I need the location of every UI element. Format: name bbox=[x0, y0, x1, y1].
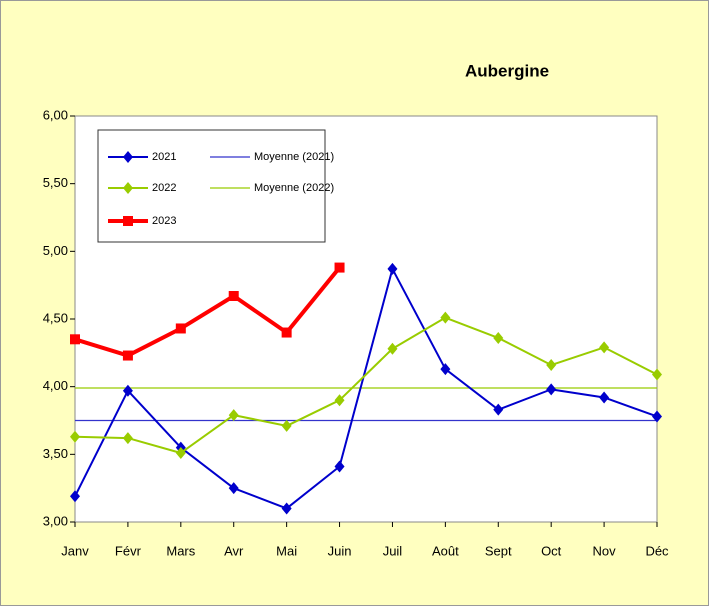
x-tick-label: Mars bbox=[166, 543, 195, 558]
data-point bbox=[228, 290, 239, 301]
data-point bbox=[122, 350, 133, 361]
data-point bbox=[334, 262, 345, 273]
data-point bbox=[440, 363, 451, 376]
data-point bbox=[546, 359, 557, 372]
data-point bbox=[281, 502, 292, 515]
legend-label: 2022 bbox=[152, 182, 176, 194]
data-point bbox=[493, 403, 504, 416]
data-point bbox=[599, 391, 610, 404]
x-tick-label: Nov bbox=[593, 543, 617, 558]
data-point bbox=[387, 262, 398, 275]
data-point bbox=[281, 327, 292, 338]
legend-label: Moyenne (2021) bbox=[254, 151, 334, 163]
series-line bbox=[74, 266, 342, 358]
legend-box bbox=[97, 129, 326, 243]
x-tick-label: Févr bbox=[115, 543, 142, 558]
data-point bbox=[652, 410, 662, 423]
data-point bbox=[599, 341, 610, 354]
y-tick-label: 4,50 bbox=[43, 310, 68, 325]
y-tick-label: 5,50 bbox=[43, 175, 68, 190]
legend-marker bbox=[123, 182, 133, 194]
legend-label: 2023 bbox=[152, 215, 176, 227]
series-line bbox=[74, 316, 658, 454]
data-point bbox=[228, 409, 239, 422]
y-tick-label: 4,00 bbox=[43, 378, 68, 393]
data-point bbox=[70, 490, 80, 503]
x-tick-label: Déc bbox=[645, 543, 669, 558]
y-tick-label: 3,50 bbox=[43, 446, 68, 461]
x-tick-label: Sept bbox=[485, 543, 512, 558]
data-point bbox=[493, 331, 504, 344]
data-point bbox=[175, 446, 186, 459]
x-tick-label: Août bbox=[432, 543, 459, 558]
x-tick-label: Juin bbox=[328, 543, 352, 558]
data-point bbox=[334, 394, 345, 407]
data-point bbox=[652, 368, 662, 381]
legend-marker bbox=[123, 151, 133, 163]
data-point bbox=[122, 432, 133, 445]
data-point bbox=[122, 384, 133, 397]
data-point bbox=[387, 342, 398, 355]
data-point bbox=[334, 460, 345, 473]
y-tick-label: 3,00 bbox=[43, 513, 68, 528]
data-point bbox=[281, 419, 292, 432]
data-point bbox=[228, 482, 239, 495]
data-point bbox=[175, 323, 186, 334]
data-point bbox=[70, 430, 80, 443]
data-point bbox=[70, 334, 80, 345]
legend-label: Moyenne (2022) bbox=[254, 182, 334, 194]
legend-marker bbox=[123, 216, 133, 226]
y-tick-label: 6,00 bbox=[43, 107, 68, 122]
y-tick-label: 5,00 bbox=[43, 243, 68, 258]
data-point bbox=[440, 311, 451, 324]
x-tick-label: Avr bbox=[224, 543, 244, 558]
data-point bbox=[546, 383, 557, 396]
x-tick-label: Mai bbox=[276, 543, 297, 558]
x-tick-label: Janv bbox=[61, 543, 89, 558]
chart-title: Aubergine bbox=[465, 61, 549, 80]
series-line bbox=[74, 267, 658, 510]
x-tick-label: Oct bbox=[541, 543, 562, 558]
x-tick-label: Juil bbox=[383, 543, 403, 558]
legend-label: 2021 bbox=[152, 151, 176, 163]
